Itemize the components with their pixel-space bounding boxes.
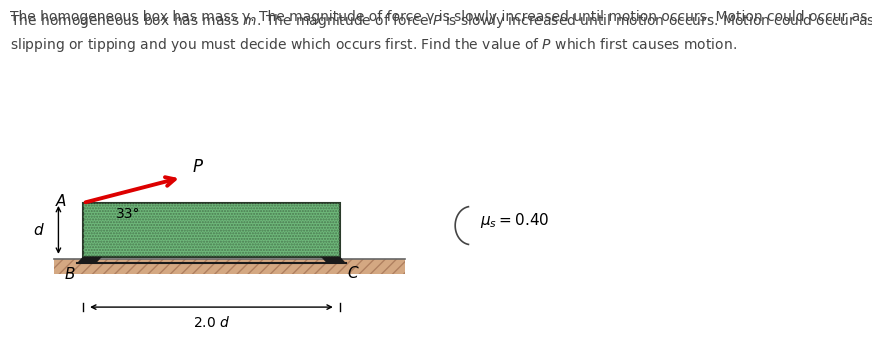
Bar	[54, 259, 405, 274]
Polygon shape	[321, 257, 346, 263]
Text: slipping or tipping and you must decide which occurs first. Find the value of $P: slipping or tipping and you must decide …	[10, 36, 738, 54]
Text: $C$: $C$	[347, 265, 359, 281]
Text: The homogeneous box has mass $m$. The magnitude of force $P$ is slowly increased: The homogeneous box has mass $m$. The ma…	[10, 12, 872, 30]
Text: $\mu_s = 0.40$: $\mu_s = 0.40$	[480, 211, 549, 230]
Text: $d$: $d$	[33, 222, 45, 238]
Bar	[54, 259, 405, 274]
Polygon shape	[77, 257, 102, 263]
Bar	[83, 203, 340, 257]
Text: $B$: $B$	[65, 266, 76, 282]
Bar	[83, 203, 340, 257]
Text: 33°: 33°	[116, 207, 140, 221]
Text: The homogeneous box has mass γ. The magnitude of force γ is slowly increased unt: The homogeneous box has mass γ. The magn…	[10, 10, 868, 24]
Text: $2.0\ d$: $2.0\ d$	[193, 315, 230, 330]
Text: $P$: $P$	[192, 158, 204, 176]
Text: $A$: $A$	[55, 193, 67, 209]
